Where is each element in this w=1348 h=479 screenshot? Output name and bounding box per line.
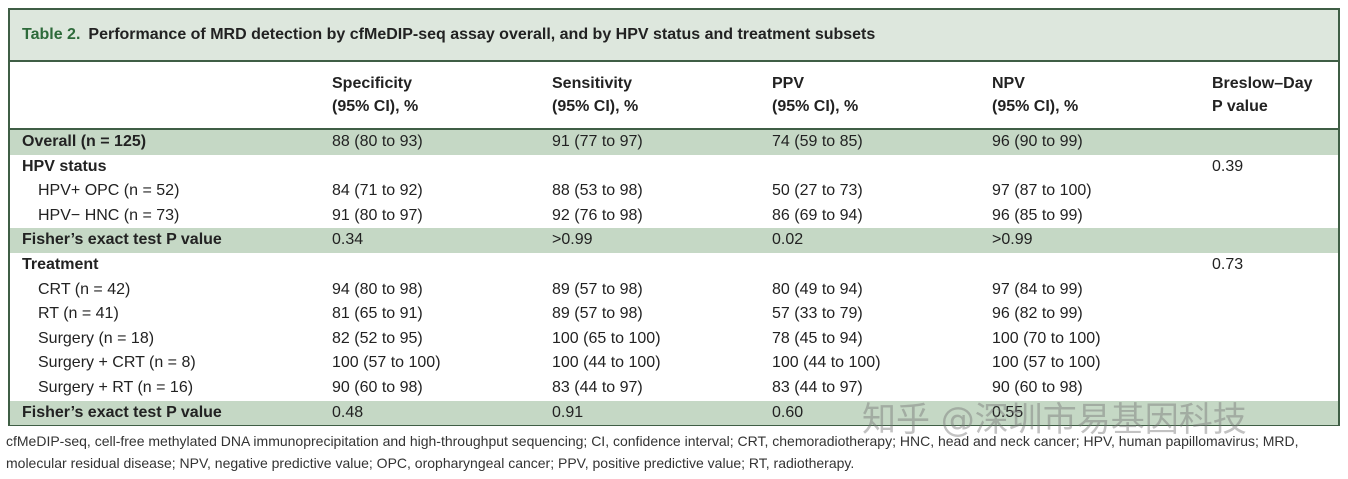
table-cell: 74 (59 to 85): [772, 133, 863, 150]
column-header-line2: (95% CI), %: [332, 98, 419, 115]
table-cell: 96 (82 to 99): [992, 305, 1083, 323]
table-cell: 90 (60 to 98): [332, 378, 423, 396]
table-cell: Surgery + RT (n = 16): [38, 378, 194, 396]
table-row: RT (n = 41) 81 (65 to 91) 89 (57 to 98) 57 …: [10, 302, 1338, 327]
table-cell: 82 (52 to 95): [332, 329, 423, 347]
table-cell: 0.91: [552, 403, 584, 421]
table-cell: 100 (57 to 100): [332, 354, 441, 372]
table-cell: 100 (65 to 100): [552, 329, 661, 347]
table-cell: 97 (84 to 99): [992, 280, 1083, 298]
table-cell: Fisher’s exact test P value: [22, 403, 222, 421]
table-row: HPV+ OPC (n = 52) 84 (71 to 92) 88 (53 to …: [10, 179, 1338, 204]
column-header-line1: Sensitivity: [552, 75, 633, 92]
table-cell: Fisher’s exact test P value: [22, 231, 222, 249]
table-cell: 78 (45 to 94): [772, 329, 863, 347]
table-cell: 100 (57 to 100): [992, 354, 1101, 372]
table-row: Fisher’s exact test P value 0.34 >0.99 0.02…: [10, 228, 1338, 253]
column-header: Specificity (95% CI), %: [332, 72, 418, 118]
table-cell: 94 (80 to 98): [332, 280, 423, 298]
table-cell: 0.73: [1212, 255, 1244, 273]
table-cell: 96 (90 to 99): [992, 133, 1083, 150]
column-header-line2: (95% CI), %: [772, 98, 859, 115]
table-cell: 83 (44 to 97): [772, 378, 863, 396]
column-header: PPV (95% CI), %: [772, 72, 858, 118]
table-cell: 0.55: [992, 403, 1024, 421]
column-header-line1: NPV: [992, 75, 1025, 92]
table-cell: 88 (80 to 93): [332, 133, 423, 150]
column-header-line2: (95% CI), %: [552, 98, 639, 115]
column-header: Sensitivity (95% CI), %: [552, 72, 638, 118]
table-body: Overall (n = 125) 88 (80 to 93) 91 (77 to …: [10, 130, 1338, 426]
table-cell: 0.48: [332, 403, 364, 421]
table-cell: 83 (44 to 97): [552, 378, 643, 396]
table-cell: 89 (57 to 98): [552, 305, 643, 323]
table-cell: Surgery (n = 18): [38, 329, 155, 347]
table-cell: 100 (44 to 100): [552, 354, 661, 372]
column-header-line2: P value: [1212, 98, 1268, 115]
table-cell: Surgery + CRT (n = 8): [38, 354, 196, 372]
table-cell: 92 (76 to 98): [552, 206, 643, 224]
table-row: Overall (n = 125) 88 (80 to 93) 91 (77 to …: [10, 130, 1338, 155]
table-frame: Table 2. Performance of MRD detection by…: [8, 8, 1340, 426]
table-row: Surgery (n = 18) 82 (52 to 95) 100 (65 to …: [10, 327, 1338, 352]
table-cell: 100 (44 to 100): [772, 354, 881, 372]
column-header-line1: PPV: [772, 75, 805, 92]
table-cell: 50 (27 to 73): [772, 182, 863, 200]
table-cell: HPV status: [22, 157, 107, 175]
table-row: HPV− HNC (n = 73) 91 (80 to 97) 92 (76 to …: [10, 204, 1338, 229]
table-cell: 57 (33 to 79): [772, 305, 863, 323]
table-caption: Table 2. Performance of MRD detection by…: [10, 10, 1338, 62]
table-cell: 0.60: [772, 403, 804, 421]
table-cell: 91 (80 to 97): [332, 206, 423, 224]
table-number: Table 2.: [22, 26, 81, 43]
table-cell: 0.39: [1212, 157, 1244, 175]
table-cell: 86 (69 to 94): [772, 206, 863, 224]
table-row: Treatment 0.73: [10, 253, 1338, 278]
table-cell: 88 (53 to 98): [552, 182, 643, 200]
column-header: NPV (95% CI), %: [992, 72, 1078, 118]
table-cell: 91 (77 to 97): [552, 133, 643, 150]
table-row: Surgery + RT (n = 16) 90 (60 to 98) 83 (44…: [10, 376, 1338, 401]
table-cell: 80 (49 to 94): [772, 280, 863, 298]
table-row: HPV status 0.39: [10, 155, 1338, 180]
table-cell: RT (n = 41): [38, 305, 119, 323]
table-title: Performance of MRD detection by cfMeDIP-…: [88, 26, 876, 43]
table-header: Specificity (95% CI), % Sensitivity (95% CI…: [10, 62, 1338, 130]
table-cell: 96 (85 to 99): [992, 206, 1083, 224]
column-header-line1: Specificity: [332, 75, 413, 92]
table-cell: 84 (71 to 92): [332, 182, 423, 200]
table-cell: 0.02: [772, 231, 804, 249]
table-cell: >0.99: [992, 231, 1033, 249]
table-cell: 81 (65 to 91): [332, 305, 423, 323]
table-cell: Treatment: [22, 255, 99, 273]
watermark: 知乎 @深圳市易基因科技: [862, 400, 1247, 440]
table-cell: HPV− HNC (n = 73): [38, 206, 180, 224]
table-cell: 0.34: [332, 231, 364, 249]
column-header-line2: (95% CI), %: [992, 98, 1079, 115]
table-cell: 97 (87 to 100): [992, 182, 1092, 200]
table-cell: HPV+ OPC (n = 52): [38, 182, 180, 200]
table-cell: CRT (n = 42): [38, 280, 131, 298]
table-row: CRT (n = 42) 94 (80 to 98) 89 (57 to 98) 80…: [10, 278, 1338, 303]
column-header: Breslow–Day P value: [1212, 72, 1313, 118]
table-footnote: cfMeDIP-seq, cell-free methylated DNA im…: [6, 433, 1299, 471]
table-cell: Overall (n = 125): [22, 133, 147, 150]
table-cell: 100 (70 to 100): [992, 329, 1101, 347]
table-cell: 90 (60 to 98): [992, 378, 1083, 396]
table-cell: 89 (57 to 98): [552, 280, 643, 298]
column-header-line1: Breslow–Day: [1212, 75, 1313, 92]
table-row: Fisher’s exact test P value 0.48 0.91 0.60 0…: [10, 400, 1338, 426]
table-row: Surgery + CRT (n = 8) 100 (57 to 100) 100 …: [10, 351, 1338, 376]
table-cell: >0.99: [552, 231, 593, 249]
